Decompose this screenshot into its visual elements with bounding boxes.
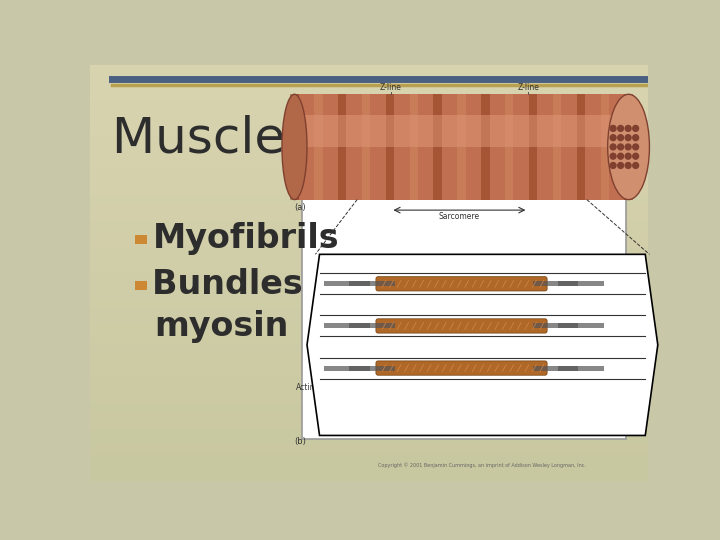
Bar — [600, 94, 609, 200]
FancyBboxPatch shape — [348, 281, 395, 286]
Bar — [624, 94, 633, 200]
Circle shape — [610, 163, 616, 168]
Bar — [362, 94, 370, 200]
Bar — [290, 94, 299, 200]
FancyBboxPatch shape — [302, 114, 626, 439]
Circle shape — [610, 153, 616, 159]
FancyBboxPatch shape — [533, 281, 578, 286]
FancyBboxPatch shape — [533, 323, 578, 328]
Text: Myofibrils: Myofibrils — [153, 222, 339, 255]
FancyBboxPatch shape — [557, 366, 603, 370]
Text: Myosin: Myosin — [490, 391, 517, 400]
FancyBboxPatch shape — [324, 323, 369, 328]
Text: Z-line: Z-line — [379, 83, 402, 92]
FancyBboxPatch shape — [294, 116, 629, 147]
Bar — [457, 94, 466, 200]
Circle shape — [618, 163, 624, 168]
Text: (a): (a) — [294, 203, 306, 212]
Text: Myosin: Myosin — [608, 277, 634, 286]
Bar — [338, 94, 346, 200]
FancyBboxPatch shape — [135, 235, 147, 244]
Circle shape — [625, 163, 631, 168]
Text: Z-line: Z-line — [518, 83, 539, 92]
Text: Muscle Architecture: Muscle Architecture — [112, 114, 608, 163]
Circle shape — [610, 125, 616, 131]
Text: Sarcomere: Sarcomere — [439, 212, 480, 220]
FancyBboxPatch shape — [376, 319, 547, 333]
Bar — [577, 94, 585, 200]
Bar — [314, 94, 323, 200]
Circle shape — [633, 144, 639, 150]
FancyBboxPatch shape — [348, 323, 395, 328]
FancyBboxPatch shape — [135, 281, 147, 290]
Ellipse shape — [282, 94, 307, 200]
Circle shape — [633, 125, 639, 131]
Bar — [386, 94, 394, 200]
Bar — [410, 94, 418, 200]
Circle shape — [633, 134, 639, 140]
FancyBboxPatch shape — [324, 281, 369, 286]
Circle shape — [625, 134, 631, 140]
FancyBboxPatch shape — [376, 361, 547, 375]
Circle shape — [633, 153, 639, 159]
Bar — [481, 94, 490, 200]
Bar — [433, 94, 442, 200]
Text: myosin: myosin — [154, 310, 289, 343]
FancyBboxPatch shape — [557, 281, 603, 286]
Circle shape — [625, 144, 631, 150]
FancyBboxPatch shape — [533, 366, 578, 370]
Text: Copyright © 2001 Benjamin Cummings, an imprint of Addison Wesley Longman, Inc.: Copyright © 2001 Benjamin Cummings, an i… — [379, 462, 586, 468]
Bar — [505, 94, 513, 200]
FancyBboxPatch shape — [557, 323, 603, 328]
Circle shape — [633, 163, 639, 168]
Ellipse shape — [608, 94, 649, 200]
Text: Bundles of actin and: Bundles of actin and — [153, 268, 539, 301]
Circle shape — [610, 134, 616, 140]
Circle shape — [618, 134, 624, 140]
FancyBboxPatch shape — [348, 366, 395, 370]
Text: Actin: Actin — [296, 382, 315, 392]
Circle shape — [625, 125, 631, 131]
Circle shape — [618, 153, 624, 159]
FancyBboxPatch shape — [376, 276, 547, 291]
Polygon shape — [307, 254, 658, 435]
Bar — [553, 94, 561, 200]
Circle shape — [625, 153, 631, 159]
Text: (b): (b) — [294, 437, 306, 446]
Circle shape — [618, 125, 624, 131]
Circle shape — [610, 144, 616, 150]
FancyBboxPatch shape — [324, 366, 369, 370]
Bar — [529, 94, 537, 200]
FancyBboxPatch shape — [294, 94, 629, 200]
Circle shape — [618, 144, 624, 150]
